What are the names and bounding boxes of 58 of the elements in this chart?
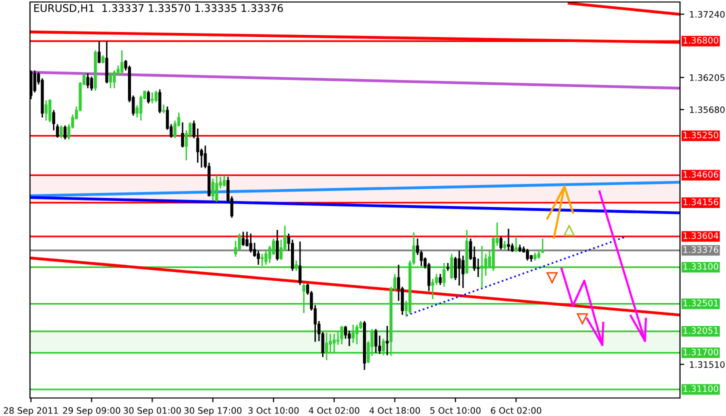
candlestick bbox=[431, 278, 434, 300]
candlestick bbox=[146, 90, 150, 104]
candlestick bbox=[526, 248, 529, 262]
chart-title: EURUSD,H1 1.33337 1.33570 1.33335 1.33376 bbox=[34, 4, 283, 14]
y-tick-label: 1.35680 bbox=[690, 106, 725, 114]
ref-line-label: 1.36800 bbox=[684, 37, 718, 44]
candlestick bbox=[348, 330, 351, 347]
candlestick bbox=[60, 124, 63, 139]
candlestick bbox=[458, 250, 461, 286]
candlestick bbox=[211, 178, 214, 202]
candlestick bbox=[181, 122, 184, 148]
y-tick-label: 1.31510 bbox=[690, 361, 725, 368]
ref-line-label: 1.33100 bbox=[684, 263, 718, 270]
candlestick bbox=[120, 50, 124, 75]
ref-line-label: 1.35250 bbox=[684, 132, 718, 138]
candlestick bbox=[86, 72, 90, 89]
ref-line-label: 1.34156 bbox=[684, 198, 718, 206]
ref-line-label: 1.34606 bbox=[684, 171, 718, 178]
candlestick bbox=[374, 328, 378, 354]
candlestick bbox=[476, 258, 480, 278]
ref-line-label: 1.33604 bbox=[684, 232, 718, 239]
x-tick-label: 4 Oct 02:00 bbox=[308, 407, 360, 414]
candlestick bbox=[98, 40, 101, 64]
candlestick bbox=[462, 254, 465, 289]
x-tick-label: 30 Sep 17:00 bbox=[184, 407, 242, 416]
y-tick-label: 1.36205 bbox=[690, 74, 724, 81]
ref-line-label: 1.33376 bbox=[684, 246, 718, 253]
candlestick bbox=[514, 236, 518, 253]
candlestick bbox=[298, 240, 302, 286]
x-tick-label: 28 Sep 2011 bbox=[4, 407, 58, 416]
x-tick-label: 6 Oct 02:00 bbox=[490, 407, 542, 414]
candlestick bbox=[507, 228, 510, 252]
ref-line-label: 1.31700 bbox=[684, 348, 718, 356]
candlestick bbox=[48, 98, 52, 124]
ref-line-label: 1.32051 bbox=[684, 327, 718, 334]
candlestick bbox=[112, 70, 116, 89]
candlestick bbox=[109, 72, 112, 89]
candlestick bbox=[499, 236, 502, 250]
candlestick bbox=[242, 231, 245, 247]
x-tick-label: 4 Oct 18:00 bbox=[369, 407, 420, 414]
candlestick bbox=[154, 90, 158, 103]
x-tick-label: 30 Sep 01:00 bbox=[124, 407, 181, 416]
candlestick bbox=[158, 88, 162, 114]
candlestick bbox=[438, 273, 442, 286]
candlestick bbox=[386, 325, 389, 356]
candlestick bbox=[249, 232, 252, 254]
candlestick bbox=[64, 124, 67, 140]
y-tick-label: 1.37240 bbox=[690, 11, 725, 18]
ref-line-label: 1.32501 bbox=[684, 300, 718, 306]
candlestick bbox=[139, 94, 142, 122]
candlestick bbox=[276, 229, 279, 262]
x-tick-label: 3 Oct 10:00 bbox=[248, 407, 299, 414]
candlestick bbox=[44, 100, 48, 122]
ref-line-label: 1.31100 bbox=[684, 385, 718, 392]
x-tick-label: 29 Sep 09:00 bbox=[63, 407, 120, 416]
candlestick bbox=[90, 76, 94, 92]
candlestick bbox=[215, 174, 218, 203]
x-tick-label: 5 Oct 10:00 bbox=[430, 407, 481, 414]
